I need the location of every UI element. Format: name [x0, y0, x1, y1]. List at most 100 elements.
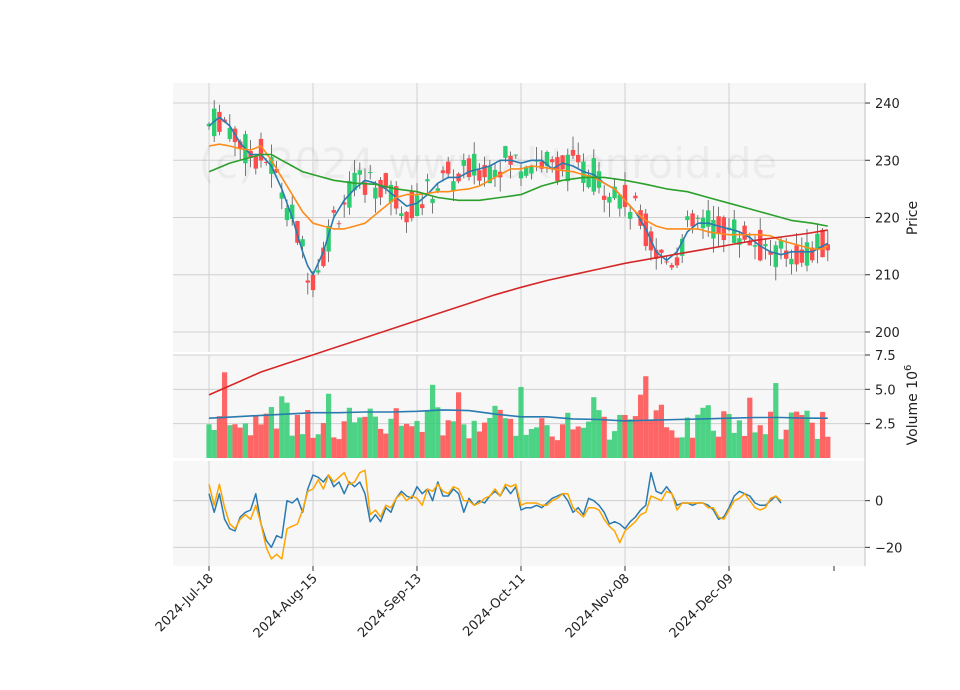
- volume-bars: [206, 372, 831, 458]
- volume-axis-label: Volume 106: [903, 365, 921, 446]
- candle-down: [342, 202, 347, 205]
- volume-bar: [320, 423, 326, 458]
- volume-bar: [788, 412, 794, 458]
- volume-bar: [664, 427, 670, 458]
- candle-up: [316, 270, 321, 273]
- candle-up: [399, 213, 404, 217]
- volume-bar: [227, 425, 233, 458]
- candle-up: [425, 179, 430, 182]
- volume-bar: [768, 411, 774, 458]
- moving-average-line-2: [208, 143, 829, 250]
- candle-down: [633, 195, 638, 199]
- volume-bar: [445, 420, 451, 458]
- volume-bar: [435, 407, 441, 458]
- candle-up: [300, 239, 305, 247]
- candle-down: [674, 257, 680, 266]
- candle-down: [799, 249, 804, 263]
- volume-bar: [222, 372, 228, 458]
- y-tick-label: 5.0: [875, 383, 896, 398]
- volume-bar: [747, 397, 753, 458]
- candle-up: [711, 219, 716, 239]
- y-tick-label: 7.5: [875, 349, 896, 364]
- candle-down: [654, 249, 659, 259]
- volume-bar: [565, 412, 571, 458]
- candle-up: [763, 244, 768, 247]
- y-tick-label: −20: [875, 541, 902, 556]
- y-tick-label: 240: [875, 97, 900, 112]
- candle-down: [466, 158, 472, 178]
- x-tick-label: 2024-Jul-18: [153, 571, 217, 635]
- volume-bar: [331, 437, 337, 458]
- candle-up: [752, 245, 758, 247]
- volume-bar: [742, 435, 748, 458]
- candle-down: [810, 247, 815, 261]
- volume-bar: [622, 414, 628, 458]
- candle-down: [820, 229, 825, 258]
- x-tick-label: 2024-Aug-15: [251, 571, 321, 641]
- volume-bar: [799, 414, 805, 458]
- candle-up: [586, 174, 591, 188]
- volume-bar: [466, 438, 472, 458]
- volume-bar: [539, 418, 545, 458]
- volume-bar: [612, 431, 618, 458]
- moving-average-line-4: [208, 229, 828, 396]
- volume-bar: [357, 417, 363, 458]
- candle-up: [737, 238, 742, 245]
- volume-bar: [367, 408, 373, 458]
- candle-down: [383, 173, 388, 189]
- candle-down: [622, 184, 628, 208]
- volume-bar: [794, 411, 800, 458]
- volume-bar: [487, 418, 493, 458]
- candle-up: [612, 186, 617, 199]
- candle-up: [290, 204, 295, 220]
- volume-bar: [606, 439, 612, 458]
- volume-bar: [554, 440, 560, 458]
- volume-bar: [638, 394, 644, 458]
- volume-bar: [393, 408, 399, 458]
- candle-up: [284, 208, 290, 221]
- volume-bar: [534, 427, 540, 458]
- y-tick-label: 220: [875, 212, 900, 227]
- candle-up: [685, 216, 690, 221]
- volume-bar: [352, 422, 358, 458]
- volume-bar: [409, 426, 415, 458]
- volume-bar: [684, 417, 690, 458]
- oscillator-line-2: [208, 469, 782, 560]
- candle-up: [472, 153, 477, 176]
- volume-bar: [258, 424, 264, 458]
- volume-bar: [549, 436, 555, 458]
- candle-down: [721, 217, 726, 241]
- candle-up: [617, 194, 622, 209]
- candle-up: [451, 181, 456, 191]
- candle-down: [570, 149, 576, 156]
- candle-down: [794, 245, 799, 265]
- volume-bar: [580, 427, 586, 458]
- candle-up: [279, 192, 284, 199]
- volume-bar: [237, 427, 243, 458]
- candle-up: [529, 166, 534, 174]
- volume-bar: [601, 416, 607, 458]
- volume-bar: [825, 436, 831, 458]
- volume-bar: [482, 422, 488, 458]
- volume-bar: [346, 407, 352, 458]
- candle-down: [747, 241, 752, 246]
- candle-down: [274, 168, 279, 173]
- indicator-lines: [208, 116, 829, 560]
- volume-bar: [627, 419, 633, 458]
- volume-bar: [513, 435, 519, 458]
- candle-down: [331, 210, 336, 213]
- volume-bar: [430, 384, 436, 458]
- panel-osc-background: [173, 461, 865, 566]
- candle-down: [638, 210, 643, 226]
- y-tick-label: 0: [875, 495, 883, 510]
- volume-bar: [632, 416, 638, 458]
- candle-down: [321, 247, 326, 267]
- volume-bar: [778, 439, 784, 458]
- volume-average-line: [208, 409, 828, 422]
- candle-down: [784, 250, 789, 259]
- volume-bar: [206, 424, 212, 458]
- volume-bar: [211, 429, 217, 458]
- candle-down: [550, 159, 555, 163]
- candle-down: [310, 274, 316, 291]
- volume-bar: [404, 423, 410, 458]
